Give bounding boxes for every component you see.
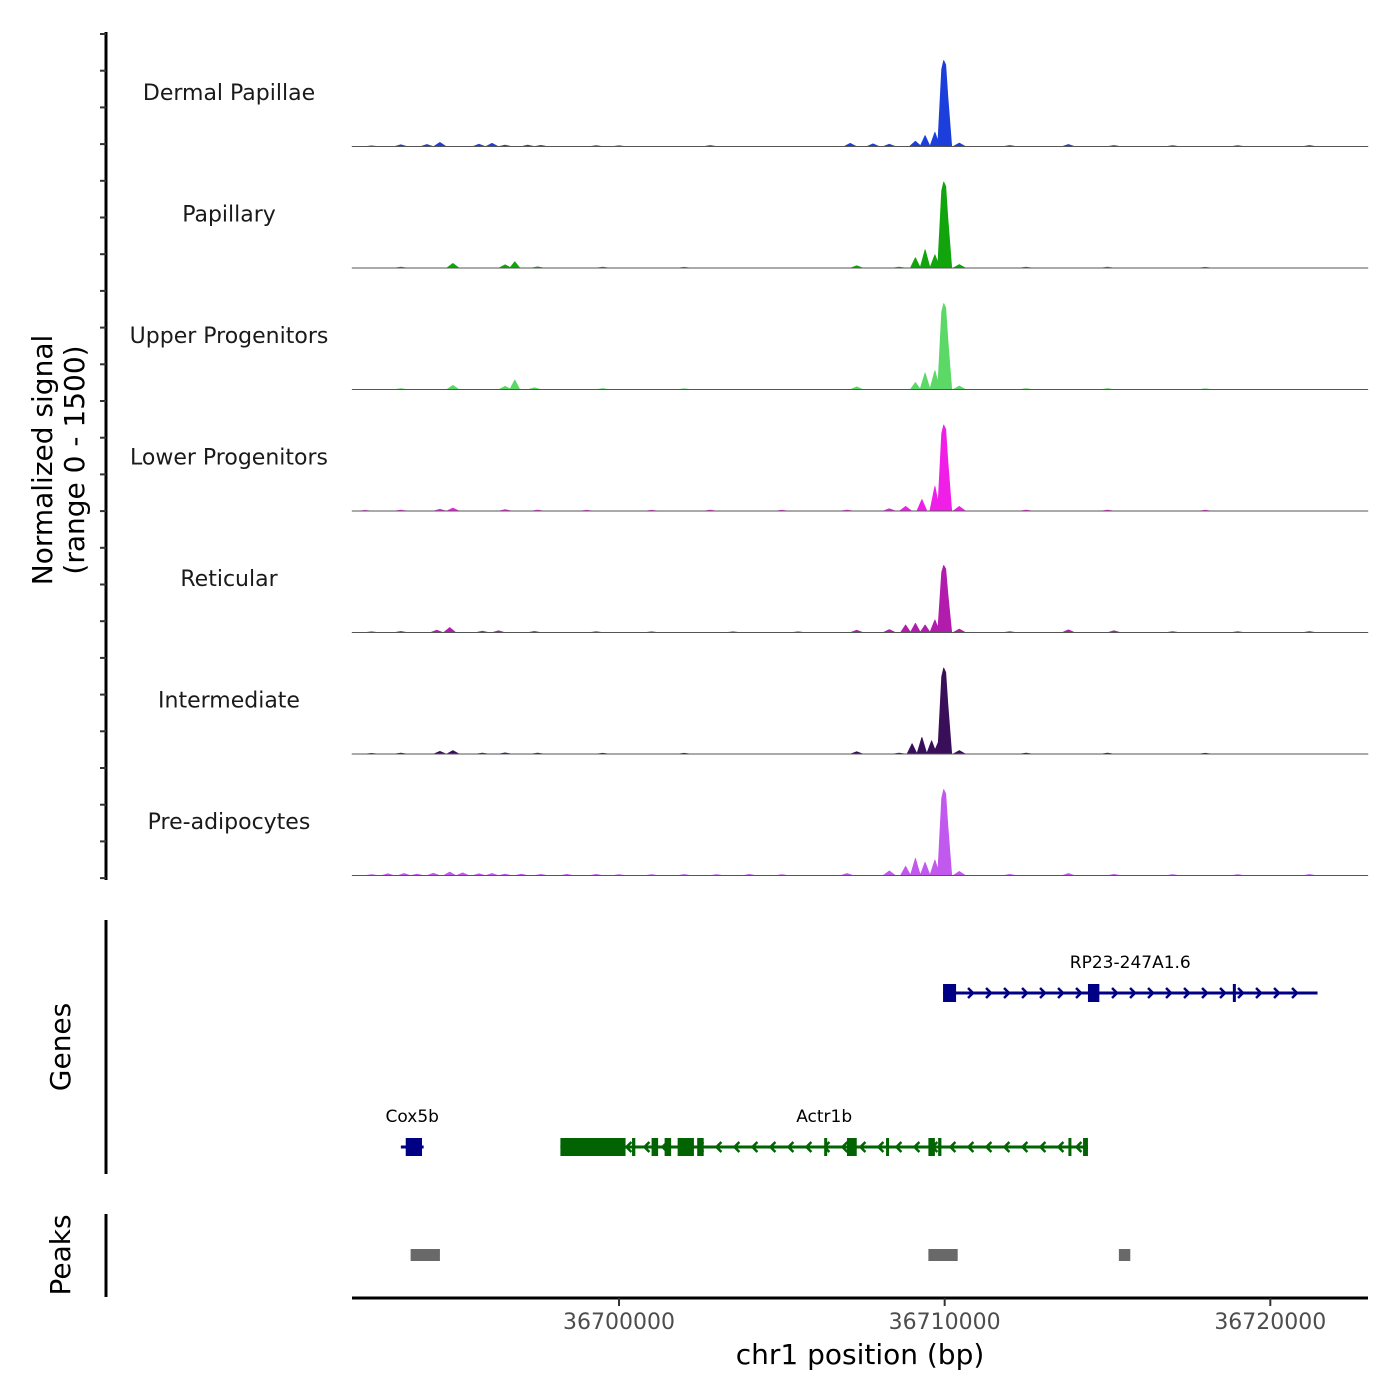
strand-arrow — [1075, 987, 1083, 999]
strand-arrow — [966, 1141, 975, 1153]
peak-region — [928, 1249, 958, 1261]
strand-arrow — [1129, 987, 1137, 999]
strand-arrow — [912, 1141, 921, 1153]
strand-arrow — [1219, 987, 1227, 999]
genes-panel-label: Genes — [44, 1003, 77, 1091]
gene-label: Actr1b — [796, 1107, 852, 1127]
x-tick-label: 36720000 — [1214, 1310, 1326, 1335]
strand-arrow — [1237, 987, 1245, 999]
coverage-area — [351, 667, 1369, 755]
strand-arrow — [984, 1141, 993, 1153]
strand-arrow — [714, 1141, 723, 1153]
strand-arrow — [642, 1141, 651, 1153]
coverage-area — [351, 60, 1369, 147]
track-label: Reticular — [180, 567, 278, 592]
coverage-area — [351, 181, 1369, 269]
track-label: Intermediate — [158, 689, 300, 714]
strand-arrow — [876, 1141, 885, 1153]
strand-arrow — [732, 1141, 741, 1153]
gene-exon — [928, 1138, 935, 1156]
strand-arrow — [624, 1141, 633, 1153]
strand-arrow — [1057, 987, 1065, 999]
gene-exon — [664, 1138, 672, 1156]
strand-arrow — [1039, 987, 1047, 999]
strand-arrow — [804, 1141, 813, 1153]
peak-region — [1118, 1249, 1131, 1261]
strand-arrow — [1002, 1141, 1011, 1153]
gene-exon — [1232, 984, 1236, 1002]
strand-arrow — [840, 1141, 849, 1153]
strand-arrow — [1291, 987, 1299, 999]
strand-arrow — [750, 1141, 759, 1153]
gene-exon — [1087, 984, 1100, 1002]
track-label: Upper Progenitors — [130, 324, 329, 349]
gene-exon — [632, 1138, 636, 1156]
track-label: Papillary — [182, 203, 276, 228]
gene-exon — [943, 984, 957, 1002]
strand-arrow — [768, 1141, 777, 1153]
x-tick-label: 36710000 — [889, 1310, 1001, 1335]
strand-arrow — [1183, 987, 1191, 999]
x-tick-label: 36700000 — [563, 1310, 675, 1335]
strand-arrow — [985, 987, 993, 999]
strand-arrow — [1147, 987, 1155, 999]
gene-exon — [677, 1138, 694, 1156]
x-axis-label: chr1 position (bp) — [736, 1338, 985, 1371]
gene-exon — [824, 1138, 828, 1156]
peak-region — [410, 1249, 440, 1261]
strand-arrow — [967, 987, 975, 999]
strand-arrow — [1020, 1141, 1029, 1153]
strand-arrow — [786, 1141, 795, 1153]
strand-arrow — [1056, 1141, 1065, 1153]
gene-exon — [886, 1138, 890, 1156]
gene-exon — [560, 1138, 626, 1156]
strand-arrow — [1111, 987, 1119, 999]
gene-exon — [697, 1138, 704, 1156]
strand-arrow — [1038, 1141, 1047, 1153]
strand-arrow — [948, 1141, 957, 1153]
coverage-area — [351, 303, 1369, 390]
strand-arrow — [1165, 987, 1173, 999]
gene-exon — [405, 1138, 423, 1156]
strand-arrow — [1273, 987, 1281, 999]
coverage-area — [351, 789, 1369, 876]
gene-exon — [1068, 1138, 1072, 1156]
strand-arrow — [1003, 987, 1011, 999]
gene-label: RP23-247A1.6 — [1070, 953, 1191, 973]
track-label: Lower Progenitors — [130, 446, 328, 471]
strand-arrow — [858, 1141, 867, 1153]
strand-arrow — [1021, 987, 1029, 999]
strand-arrow — [1255, 987, 1263, 999]
track-label: Dermal Papillae — [143, 81, 315, 106]
gene-exon — [651, 1138, 659, 1156]
coverage-area — [351, 565, 1369, 633]
strand-arrow — [1074, 1141, 1083, 1153]
gene-exon — [938, 1138, 942, 1156]
strand-arrow — [1201, 987, 1209, 999]
gene-exon — [1083, 1138, 1088, 1156]
y-axis-label-line2: (range 0 - 1500) — [58, 345, 91, 574]
strand-arrow — [894, 1141, 903, 1153]
gene-label: Cox5b — [386, 1107, 439, 1127]
coverage-area — [351, 424, 1369, 512]
peaks-panel-label: Peaks — [44, 1214, 77, 1295]
y-axis-label-line1: Normalized signal — [26, 335, 59, 586]
gene-exon — [846, 1138, 857, 1156]
track-label: Pre-adipocytes — [148, 810, 311, 835]
